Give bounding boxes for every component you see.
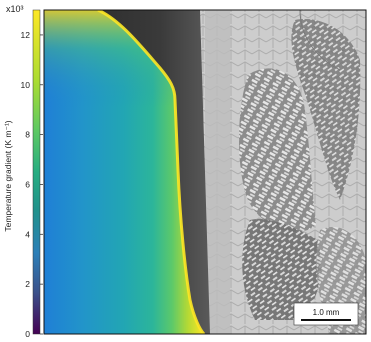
colorbar-tick-label: 0 bbox=[25, 329, 30, 339]
colorbar-gradient bbox=[32, 9, 41, 335]
plot-frame bbox=[43, 9, 367, 335]
scale-bar-label: 1.0 mm bbox=[313, 308, 340, 317]
colorbar-tick-label: 6 bbox=[25, 179, 30, 189]
melt-pool-boundary bbox=[97, 10, 206, 334]
colorbar-tick-label: 2 bbox=[25, 279, 30, 289]
colorbar-tick-label: 10 bbox=[21, 80, 31, 90]
colorbar: 0 2 4 6 8 10 12 x10³ Temperature gradient (K m… bbox=[3, 4, 43, 339]
colorbar-label: Temperature gradient (K m⁻¹) bbox=[3, 120, 13, 231]
colorbar-multiplier: x10³ bbox=[6, 4, 24, 14]
colorbar-tick-label: 12 bbox=[21, 30, 31, 40]
image-panels bbox=[44, 10, 366, 334]
colorbar-tick-label: 8 bbox=[25, 130, 30, 140]
scale-bar: 1.0 mm bbox=[293, 302, 359, 326]
colorbar-tick-label: 4 bbox=[25, 229, 30, 239]
micrograph-panel bbox=[200, 10, 366, 334]
